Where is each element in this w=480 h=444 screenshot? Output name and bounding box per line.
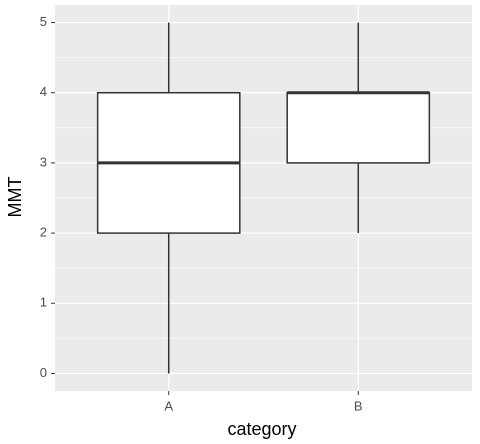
y-tick-label: 0 [40, 365, 47, 380]
box [286, 91, 431, 164]
y-tick-label: 2 [40, 225, 47, 240]
y-tick-label: 3 [40, 154, 47, 169]
x-axis-title: category [227, 419, 296, 439]
y-axis-title: MMT [5, 177, 25, 218]
x-tick-label: B [354, 398, 363, 413]
x-tick-label: A [164, 398, 173, 413]
y-tick-label: 5 [40, 14, 47, 29]
y-tick-label: 1 [40, 295, 47, 310]
y-tick-label: 4 [40, 84, 47, 99]
